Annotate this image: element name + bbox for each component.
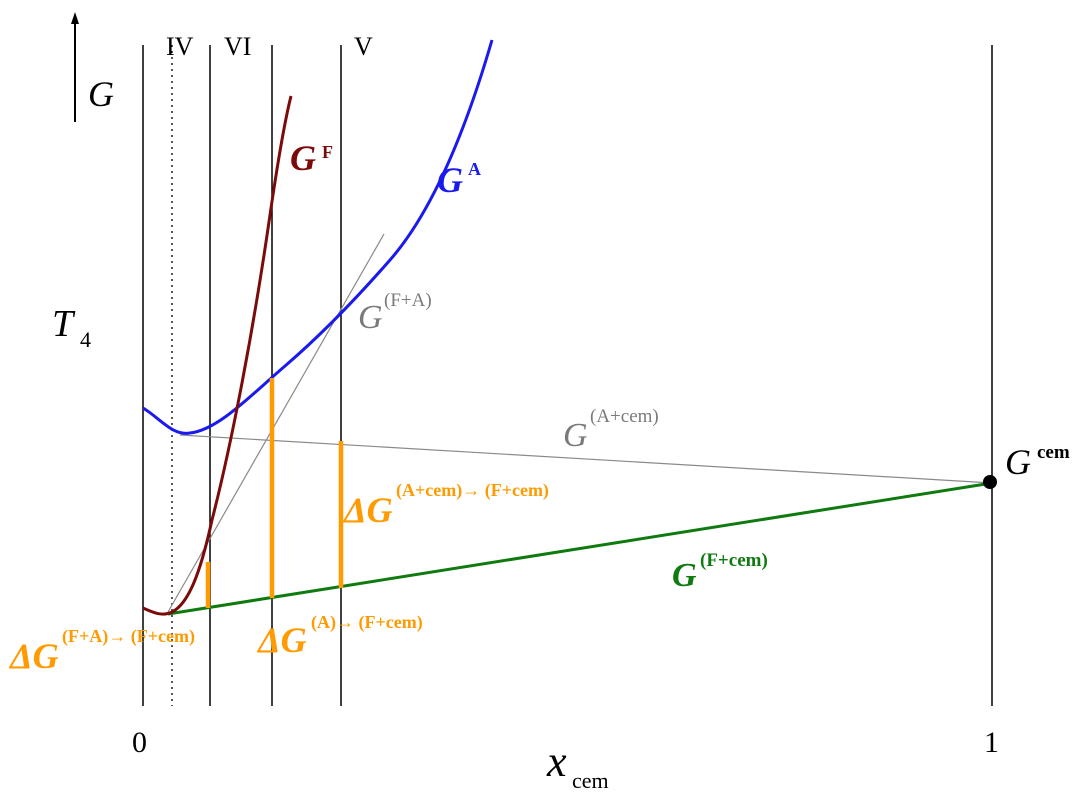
- g-axis-arrow: [71, 12, 79, 122]
- label-g-cementite: G cem: [1005, 442, 1070, 482]
- svg-text:A: A: [468, 159, 481, 179]
- svg-text:G: G: [1005, 442, 1031, 482]
- svg-text:(F+A): (F+A): [384, 290, 432, 311]
- y-axis-label: G: [88, 74, 114, 114]
- svg-text:G: G: [358, 299, 383, 336]
- x-axis-label: x: [546, 737, 567, 786]
- x-axis-subscript: cem: [572, 768, 609, 793]
- svg-text:ΔG: ΔG: [256, 620, 307, 660]
- svg-text:(A+cem): (A+cem): [590, 406, 659, 427]
- label-g-ferrite-austenite: G (F+A): [358, 290, 432, 336]
- svg-text:ΔG: ΔG: [8, 636, 59, 676]
- cementite-point: [983, 475, 997, 489]
- svg-text:(A+cem)→ (F+cem): (A+cem)→ (F+cem): [396, 480, 549, 501]
- tangent-f-a-line: [167, 233, 385, 613]
- region-label-iv: IV: [166, 32, 194, 61]
- svg-text:F: F: [322, 142, 333, 162]
- svg-text:(A)→ (F+cem): (A)→ (F+cem): [311, 612, 423, 633]
- label-delta-fa-fcem: ΔG (F+A)→ (F+cem): [8, 626, 195, 676]
- x-tick-one: 1: [984, 726, 999, 759]
- label-delta-acem-fcem: ΔG (A+cem)→ (F+cem): [342, 480, 549, 530]
- tangent-a-cem-line: [179, 434, 993, 484]
- label-g-austenite-cementite: G (A+cem): [563, 406, 659, 454]
- label-delta-a-fcem: ΔG (A)→ (F+cem): [256, 612, 423, 660]
- svg-text:G: G: [290, 138, 316, 178]
- region-label-vi: VI: [224, 32, 251, 61]
- austenite-curve: [142, 39, 494, 435]
- svg-text:G: G: [563, 417, 588, 454]
- temperature-subscript: 4: [80, 327, 91, 352]
- ferrite-curve: [142, 95, 293, 616]
- label-g-ferrite: G F: [290, 138, 333, 178]
- temperature-label: T: [52, 303, 76, 345]
- ferrite-cementite-line: [167, 481, 993, 616]
- x-tick-zero: 0: [132, 726, 147, 759]
- region-label-v: V: [354, 32, 373, 61]
- label-g-ferrite-cementite: G (F+cem): [672, 550, 768, 594]
- svg-text:G: G: [437, 160, 463, 200]
- label-g-austenite: G A: [437, 159, 481, 200]
- svg-text:(F+cem): (F+cem): [700, 550, 768, 571]
- svg-text:cem: cem: [1037, 442, 1070, 463]
- svg-text:G: G: [672, 557, 697, 594]
- svg-text:ΔG: ΔG: [342, 490, 393, 530]
- svg-text:(F+A)→ (F+cem): (F+A)→ (F+cem): [62, 626, 195, 647]
